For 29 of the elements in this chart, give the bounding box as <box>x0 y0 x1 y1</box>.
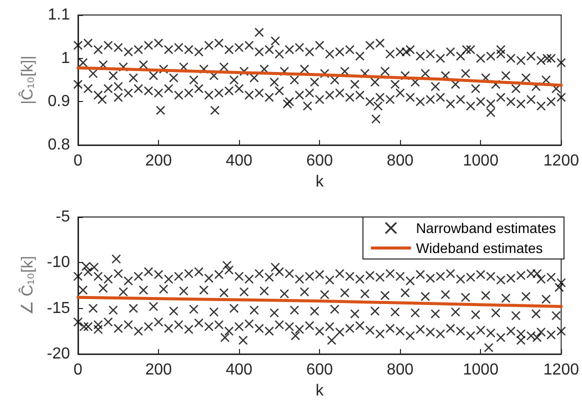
x-tick-label: 800 <box>386 152 414 170</box>
y-tick-label: 1 <box>61 50 70 67</box>
y-tick-label: -5 <box>56 208 70 226</box>
x-tick-label: 600 <box>306 152 334 170</box>
x-tick-label: 200 <box>145 152 172 170</box>
legend-label: Wideband estimates <box>416 240 543 256</box>
x-tick-label: 1000 <box>462 362 499 378</box>
x-tick-label: 800 <box>386 362 414 378</box>
legend-label: Narrowband estimates <box>416 220 556 236</box>
x-tick-label: 400 <box>226 152 253 170</box>
x-tick-label: 200 <box>145 362 172 378</box>
x-tick-label: 600 <box>306 362 334 378</box>
x-tick-label: 0 <box>74 362 83 378</box>
y-axis-title: |Ĉ₁₀[k]| <box>18 56 36 104</box>
x-tick-label: 1200 <box>543 152 580 170</box>
x-tick-label: 0 <box>74 152 83 170</box>
y-tick-label: -20 <box>46 346 70 362</box>
y-axis-title: ∠ Ĉ₁₀[k] <box>18 256 36 316</box>
y-tick-label: -15 <box>46 300 70 317</box>
y-tick-label: 0.9 <box>48 93 70 110</box>
y-tick-label: 0.8 <box>48 136 70 154</box>
y-tick-label: 1.1 <box>48 6 70 24</box>
line-series <box>76 296 563 308</box>
x-axis-title: k <box>316 173 325 190</box>
x-tick-label: 400 <box>226 362 253 378</box>
y-tick-label: -10 <box>46 254 70 272</box>
x-tick-label: 1000 <box>462 152 499 170</box>
x-axis-title: k <box>316 382 325 400</box>
x-tick-label: 1200 <box>543 362 580 378</box>
